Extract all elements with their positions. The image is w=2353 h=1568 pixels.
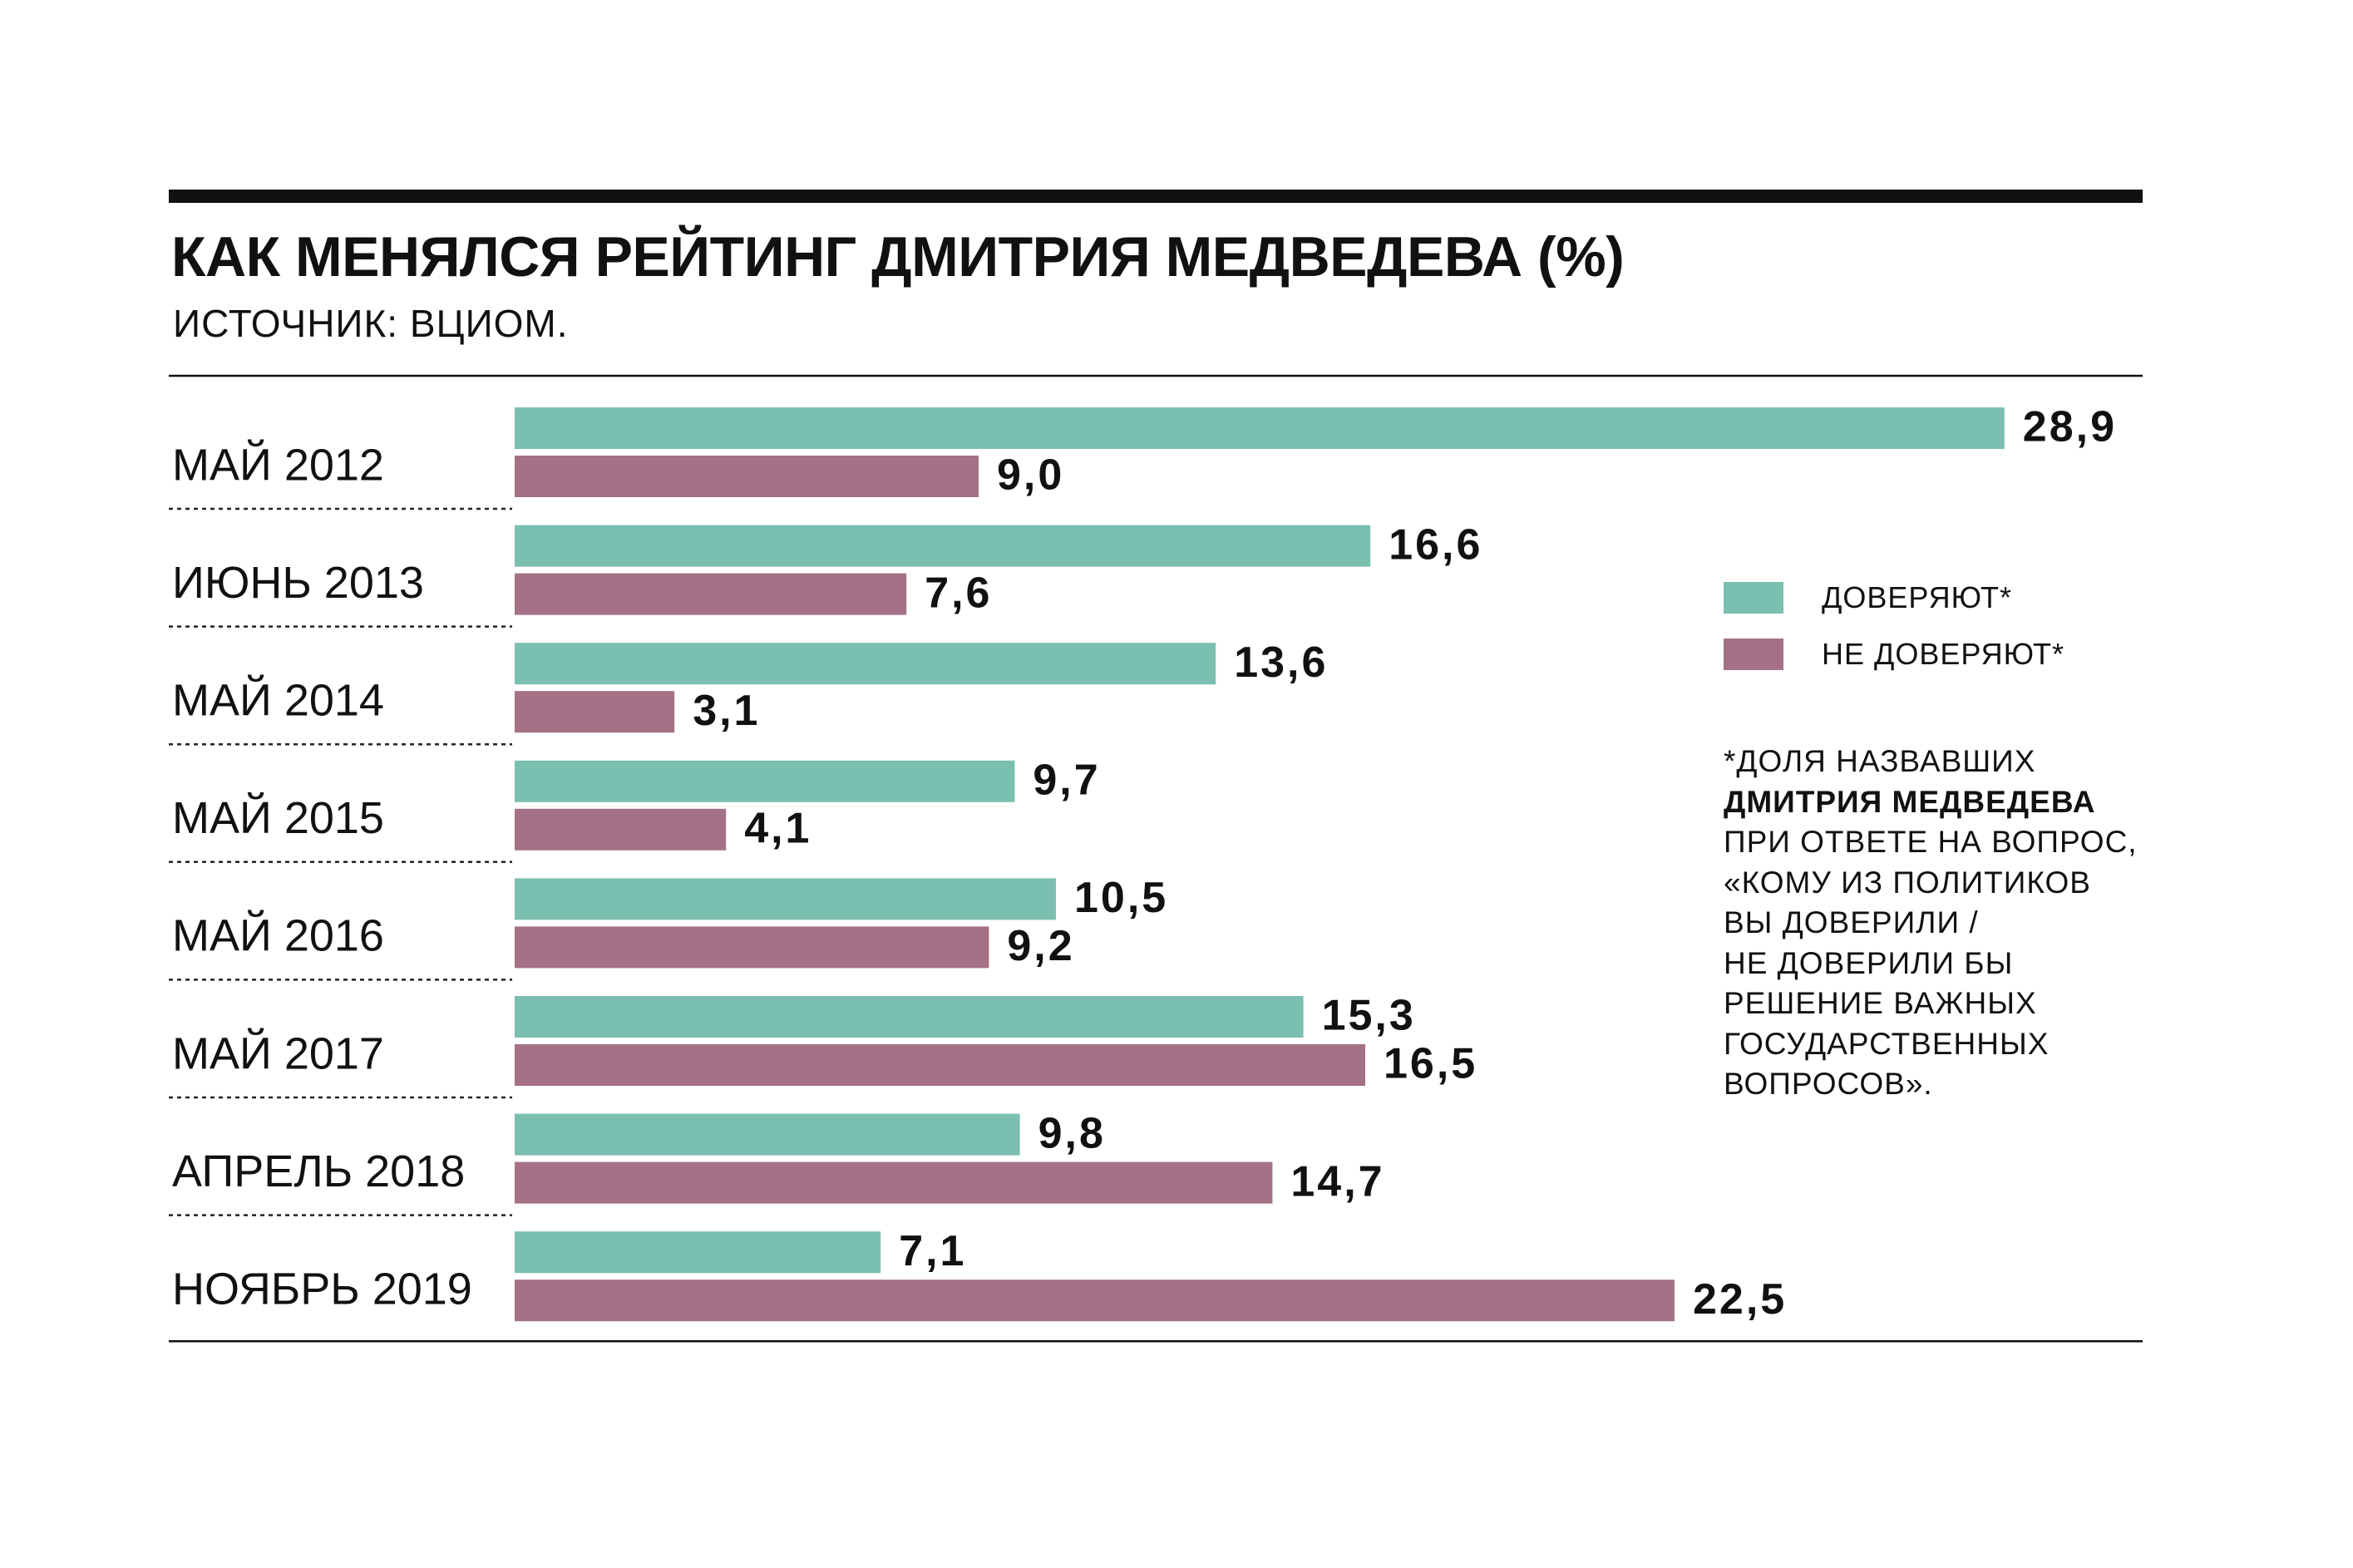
data-label-distrust: 7,6 <box>925 569 992 617</box>
data-label-distrust: 9,2 <box>1007 922 1074 970</box>
data-label-trust: 13,6 <box>1234 639 1328 687</box>
data-label-distrust: 4,1 <box>744 805 811 853</box>
bar-trust <box>515 525 1371 567</box>
bar-trust <box>515 760 1015 802</box>
category-label: ИЮНЬ 2013 <box>172 558 424 608</box>
legend-swatch-trust <box>1724 582 1783 614</box>
data-label-trust: 28,9 <box>2023 403 2117 451</box>
top-rule <box>169 190 2143 203</box>
category-label: МАЙ 2012 <box>172 439 384 490</box>
footnote-line: «КОМУ ИЗ ПОЛИТИКОВ <box>1724 865 2091 900</box>
category-label: МАЙ 2014 <box>172 674 384 725</box>
data-label-distrust: 22,5 <box>1693 1275 1787 1324</box>
bar-distrust <box>515 456 979 497</box>
legend-swatch-distrust <box>1724 639 1783 670</box>
chart-title: КАК МЕНЯЛСЯ РЕЙТИНГ ДМИТРИЯ МЕДВЕДЕВА (%… <box>171 225 1625 288</box>
category-label: МАЙ 2017 <box>172 1028 384 1078</box>
data-label-distrust: 14,7 <box>1290 1157 1384 1206</box>
footnote-line: ВОПРОСОВ». <box>1724 1067 1933 1101</box>
data-label-distrust: 3,1 <box>693 687 760 735</box>
data-label-trust: 10,5 <box>1074 874 1168 922</box>
legend-label-trust: ДОВЕРЯЮТ* <box>1822 580 2012 614</box>
footnote: *ДОЛЯ НАЗВАВШИХ ДМИТРИЯ МЕДВЕДЕВА ПРИ ОТ… <box>1724 742 2156 1105</box>
category-label: АПРЕЛЬ 2018 <box>172 1146 465 1196</box>
data-label-distrust: 16,5 <box>1384 1040 1477 1088</box>
data-label-trust: 9,7 <box>1033 757 1100 805</box>
footnote-line: ПРИ ОТВЕТЕ НА ВОПРОС, <box>1724 825 2138 859</box>
bar-trust <box>515 1231 881 1274</box>
bar-distrust <box>515 926 989 969</box>
footnote-line-bold: ДМИТРИЯ МЕДВЕДЕВА <box>1724 784 2096 819</box>
category-label: МАЙ 2016 <box>172 910 384 961</box>
legend-label-distrust: НЕ ДОВЕРЯЮТ* <box>1822 637 2064 671</box>
bar-distrust <box>515 691 675 733</box>
data-label-trust: 7,1 <box>899 1227 966 1275</box>
data-label-trust: 9,8 <box>1038 1109 1106 1157</box>
category-label: МАЙ 2015 <box>172 792 384 843</box>
bar-trust <box>515 643 1216 685</box>
bar-trust <box>515 878 1056 920</box>
bar-distrust <box>515 1044 1365 1086</box>
footnote-line: *ДОЛЯ НАЗВАВШИХ <box>1724 744 2036 778</box>
footnote-line: НЕ ДОВЕРИЛИ БЫ <box>1724 945 2014 980</box>
bar-distrust <box>515 1161 1273 1204</box>
bar-distrust <box>515 573 907 615</box>
category-label: НОЯБРЬ 2019 <box>172 1264 472 1314</box>
data-label-distrust: 9,0 <box>997 451 1064 500</box>
footnote-line: ВЫ ДОВЕРИЛИ / <box>1724 905 1979 939</box>
footnote-line: ГОСУДАРСТВЕННЫХ <box>1724 1026 2050 1061</box>
data-label-trust: 15,3 <box>1322 992 1416 1040</box>
chart-subtitle: ИСТОЧНИК: ВЦИОМ. <box>173 302 569 345</box>
bar-distrust <box>515 808 727 851</box>
footnote-line: РЕШЕНИЕ ВАЖНЫХ <box>1724 986 2037 1020</box>
bar-trust <box>515 996 1304 1038</box>
data-label-trust: 16,6 <box>1389 520 1482 569</box>
bar-distrust <box>515 1280 1675 1322</box>
bar-trust <box>515 1113 1020 1156</box>
bar-trust <box>515 407 2005 449</box>
